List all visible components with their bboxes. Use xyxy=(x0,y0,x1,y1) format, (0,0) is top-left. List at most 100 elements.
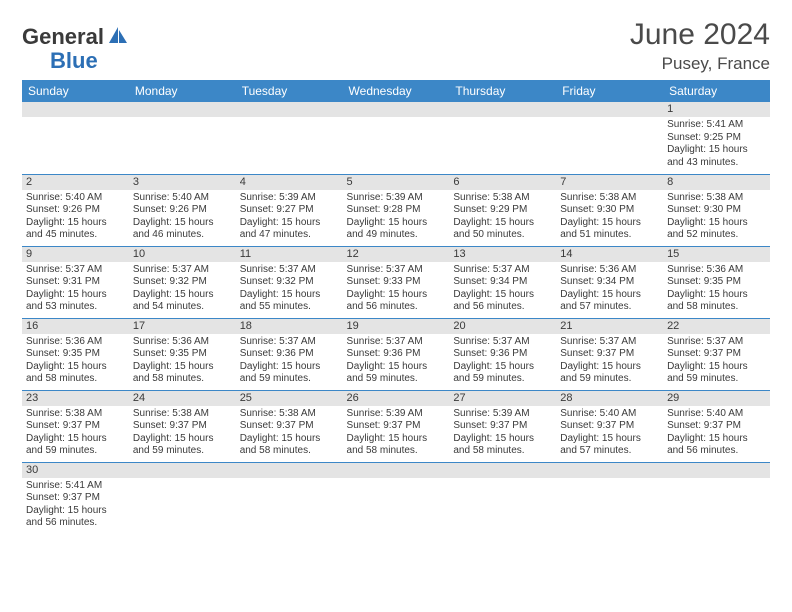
day-details: Sunrise: 5:39 AMSunset: 9:37 PMDaylight:… xyxy=(449,406,556,458)
day-line-ss: Sunset: 9:29 PM xyxy=(453,204,552,217)
day-line-d2: and 57 minutes. xyxy=(560,445,659,458)
weekday-header: Monday xyxy=(129,80,236,102)
day-number-bar: 14 xyxy=(556,247,663,262)
day-number-bar: 22 xyxy=(663,319,770,334)
calendar-day-cell: 12Sunrise: 5:37 AMSunset: 9:33 PMDayligh… xyxy=(343,246,450,318)
calendar-day-cell: 25Sunrise: 5:38 AMSunset: 9:37 PMDayligh… xyxy=(236,390,343,462)
day-line-sr: Sunrise: 5:37 AM xyxy=(667,336,766,349)
day-line-d1: Daylight: 15 hours xyxy=(133,433,232,446)
calendar-day-cell: 22Sunrise: 5:37 AMSunset: 9:37 PMDayligh… xyxy=(663,318,770,390)
day-line-sr: Sunrise: 5:37 AM xyxy=(133,264,232,277)
day-line-ss: Sunset: 9:32 PM xyxy=(240,276,339,289)
sail-icon xyxy=(107,25,129,50)
day-line-sr: Sunrise: 5:40 AM xyxy=(26,192,125,205)
day-details: Sunrise: 5:36 AMSunset: 9:35 PMDaylight:… xyxy=(129,334,236,386)
day-number-bar xyxy=(343,463,450,478)
day-number-bar xyxy=(449,463,556,478)
calendar-day-cell: 1Sunrise: 5:41 AMSunset: 9:25 PMDaylight… xyxy=(663,102,770,174)
day-line-d1: Daylight: 15 hours xyxy=(240,289,339,302)
day-line-ss: Sunset: 9:37 PM xyxy=(560,348,659,361)
calendar-empty-cell xyxy=(449,462,556,534)
calendar-day-cell: 5Sunrise: 5:39 AMSunset: 9:28 PMDaylight… xyxy=(343,174,450,246)
day-details: Sunrise: 5:37 AMSunset: 9:34 PMDaylight:… xyxy=(449,262,556,314)
day-line-d2: and 58 minutes. xyxy=(347,445,446,458)
day-details: Sunrise: 5:38 AMSunset: 9:29 PMDaylight:… xyxy=(449,190,556,242)
day-line-sr: Sunrise: 5:41 AM xyxy=(667,119,766,132)
day-details xyxy=(449,478,556,480)
day-line-sr: Sunrise: 5:36 AM xyxy=(133,336,232,349)
day-line-sr: Sunrise: 5:38 AM xyxy=(240,408,339,421)
day-line-ss: Sunset: 9:25 PM xyxy=(667,132,766,145)
day-details: Sunrise: 5:38 AMSunset: 9:37 PMDaylight:… xyxy=(236,406,343,458)
calendar-day-cell: 21Sunrise: 5:37 AMSunset: 9:37 PMDayligh… xyxy=(556,318,663,390)
day-number-bar xyxy=(663,463,770,478)
day-line-d1: Daylight: 15 hours xyxy=(667,361,766,374)
day-line-d2: and 58 minutes. xyxy=(26,373,125,386)
day-line-d1: Daylight: 15 hours xyxy=(26,505,125,518)
day-details xyxy=(343,478,450,480)
calendar-empty-cell xyxy=(343,102,450,174)
day-number-bar: 11 xyxy=(236,247,343,262)
day-details: Sunrise: 5:37 AMSunset: 9:31 PMDaylight:… xyxy=(22,262,129,314)
day-line-d2: and 57 minutes. xyxy=(560,301,659,314)
weekday-header: Wednesday xyxy=(343,80,450,102)
calendar-empty-cell xyxy=(556,462,663,534)
day-number-bar xyxy=(129,463,236,478)
day-line-d1: Daylight: 15 hours xyxy=(667,217,766,230)
calendar-empty-cell xyxy=(236,102,343,174)
day-details: Sunrise: 5:41 AMSunset: 9:25 PMDaylight:… xyxy=(663,117,770,169)
calendar-day-cell: 23Sunrise: 5:38 AMSunset: 9:37 PMDayligh… xyxy=(22,390,129,462)
day-line-d2: and 50 minutes. xyxy=(453,229,552,242)
day-number-bar: 3 xyxy=(129,175,236,190)
day-details xyxy=(343,117,450,119)
day-line-sr: Sunrise: 5:36 AM xyxy=(667,264,766,277)
day-number-bar xyxy=(556,463,663,478)
day-line-d2: and 58 minutes. xyxy=(667,301,766,314)
calendar-day-cell: 17Sunrise: 5:36 AMSunset: 9:35 PMDayligh… xyxy=(129,318,236,390)
calendar-day-cell: 20Sunrise: 5:37 AMSunset: 9:36 PMDayligh… xyxy=(449,318,556,390)
day-line-ss: Sunset: 9:30 PM xyxy=(560,204,659,217)
day-details: Sunrise: 5:37 AMSunset: 9:32 PMDaylight:… xyxy=(236,262,343,314)
day-number-bar: 29 xyxy=(663,391,770,406)
day-number-bar: 30 xyxy=(22,463,129,478)
weekday-header: Tuesday xyxy=(236,80,343,102)
day-number-bar: 2 xyxy=(22,175,129,190)
day-line-d1: Daylight: 15 hours xyxy=(133,289,232,302)
day-details: Sunrise: 5:38 AMSunset: 9:30 PMDaylight:… xyxy=(556,190,663,242)
day-line-d2: and 58 minutes. xyxy=(133,373,232,386)
day-number-bar: 19 xyxy=(343,319,450,334)
calendar-day-cell: 7Sunrise: 5:38 AMSunset: 9:30 PMDaylight… xyxy=(556,174,663,246)
day-line-d1: Daylight: 15 hours xyxy=(560,433,659,446)
day-line-ss: Sunset: 9:36 PM xyxy=(453,348,552,361)
calendar-empty-cell xyxy=(22,102,129,174)
calendar-empty-cell xyxy=(449,102,556,174)
day-line-ss: Sunset: 9:35 PM xyxy=(133,348,232,361)
day-line-d2: and 52 minutes. xyxy=(667,229,766,242)
calendar-empty-cell xyxy=(556,102,663,174)
calendar-table: SundayMondayTuesdayWednesdayThursdayFrid… xyxy=(22,80,770,534)
calendar-week-row: 1Sunrise: 5:41 AMSunset: 9:25 PMDaylight… xyxy=(22,102,770,174)
calendar-week-row: 2Sunrise: 5:40 AMSunset: 9:26 PMDaylight… xyxy=(22,174,770,246)
day-line-ss: Sunset: 9:37 PM xyxy=(26,420,125,433)
day-line-d1: Daylight: 15 hours xyxy=(133,361,232,374)
day-line-ss: Sunset: 9:37 PM xyxy=(26,492,125,505)
day-number-bar xyxy=(343,102,450,117)
day-line-d1: Daylight: 15 hours xyxy=(667,144,766,157)
day-number-bar: 25 xyxy=(236,391,343,406)
day-number-bar xyxy=(129,102,236,117)
day-line-d1: Daylight: 15 hours xyxy=(240,361,339,374)
calendar-day-cell: 13Sunrise: 5:37 AMSunset: 9:34 PMDayligh… xyxy=(449,246,556,318)
day-line-sr: Sunrise: 5:38 AM xyxy=(453,192,552,205)
day-number-bar: 8 xyxy=(663,175,770,190)
day-line-d1: Daylight: 15 hours xyxy=(453,433,552,446)
day-line-sr: Sunrise: 5:40 AM xyxy=(560,408,659,421)
day-details: Sunrise: 5:39 AMSunset: 9:37 PMDaylight:… xyxy=(343,406,450,458)
day-number-bar: 1 xyxy=(663,102,770,117)
day-number-bar: 10 xyxy=(129,247,236,262)
day-details: Sunrise: 5:40 AMSunset: 9:26 PMDaylight:… xyxy=(22,190,129,242)
day-line-sr: Sunrise: 5:39 AM xyxy=(347,192,446,205)
day-line-sr: Sunrise: 5:40 AM xyxy=(667,408,766,421)
day-number-bar: 27 xyxy=(449,391,556,406)
calendar-week-row: 16Sunrise: 5:36 AMSunset: 9:35 PMDayligh… xyxy=(22,318,770,390)
day-line-d2: and 47 minutes. xyxy=(240,229,339,242)
